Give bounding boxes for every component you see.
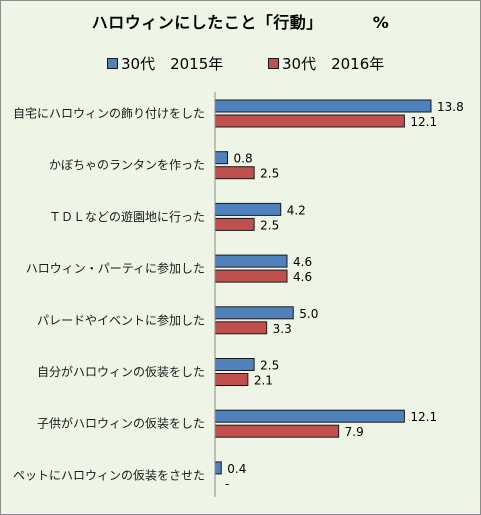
legend-item-2015: 30代 2015年 <box>107 54 224 73</box>
data-label: 4.6 <box>293 270 312 284</box>
category-label: 自宅にハロウィンの飾り付けをした <box>13 106 205 121</box>
bar-2016 <box>214 321 268 335</box>
data-label: 2.1 <box>254 374 273 388</box>
bar-2015 <box>214 99 432 113</box>
category-label: かぼちゃのランタンを作った <box>49 158 205 172</box>
bar-2015 <box>214 461 222 475</box>
data-label: 2.5 <box>260 167 279 181</box>
bar-2015 <box>214 254 288 268</box>
data-label: - <box>225 477 229 491</box>
data-label: 5.0 <box>299 307 318 321</box>
data-label: 2.5 <box>260 218 279 232</box>
chart-unit: % <box>372 13 390 32</box>
legend-label-2015: 30代 2015年 <box>121 54 224 73</box>
bar-2016 <box>214 424 340 438</box>
chart-title: ハロウィンにしたこと「行動」% <box>1 9 480 33</box>
bar-2015 <box>214 306 294 320</box>
bar-2016 <box>214 269 288 283</box>
category-label: 子供がハロウィンの仮装をした <box>37 416 205 431</box>
legend-swatch-2016 <box>268 57 279 69</box>
bar-2015 <box>214 151 229 165</box>
legend-label-2016: 30代 2016年 <box>282 54 385 73</box>
data-label: 12.1 <box>410 410 437 424</box>
category-label: 自分がハロウィンの仮装をした <box>37 364 205 379</box>
data-label: 7.9 <box>345 425 364 439</box>
bar-2016 <box>214 373 249 386</box>
data-label: 4.6 <box>293 255 312 269</box>
category-label: ペットにハロウィンの仮装をさせた <box>13 468 205 482</box>
data-label: 12.1 <box>410 115 437 129</box>
data-label: 2.5 <box>260 359 279 373</box>
category-label: ハロウィン・パーティに参加した <box>26 261 205 276</box>
data-label: 0.4 <box>227 462 246 476</box>
category-label: パレードやイベントに参加した <box>37 312 205 327</box>
bar-2016 <box>214 217 255 231</box>
bar-2016 <box>214 114 405 128</box>
legend-swatch-2015 <box>107 57 118 69</box>
bar-2016 <box>214 166 255 180</box>
legend-item-2016: 30代 2016年 <box>268 54 385 73</box>
category-label: ＴＤＬなどの遊園地に行った <box>49 209 205 224</box>
data-label: 3.3 <box>273 322 292 336</box>
bar-2015 <box>214 409 405 423</box>
data-label: 13.8 <box>437 100 464 114</box>
bar-2015 <box>214 202 282 216</box>
bar-2015 <box>214 358 255 371</box>
data-label: 4.2 <box>287 203 306 217</box>
chart-title-text: ハロウィンにしたこと「行動」 <box>91 13 323 32</box>
data-label: 0.8 <box>234 152 253 166</box>
